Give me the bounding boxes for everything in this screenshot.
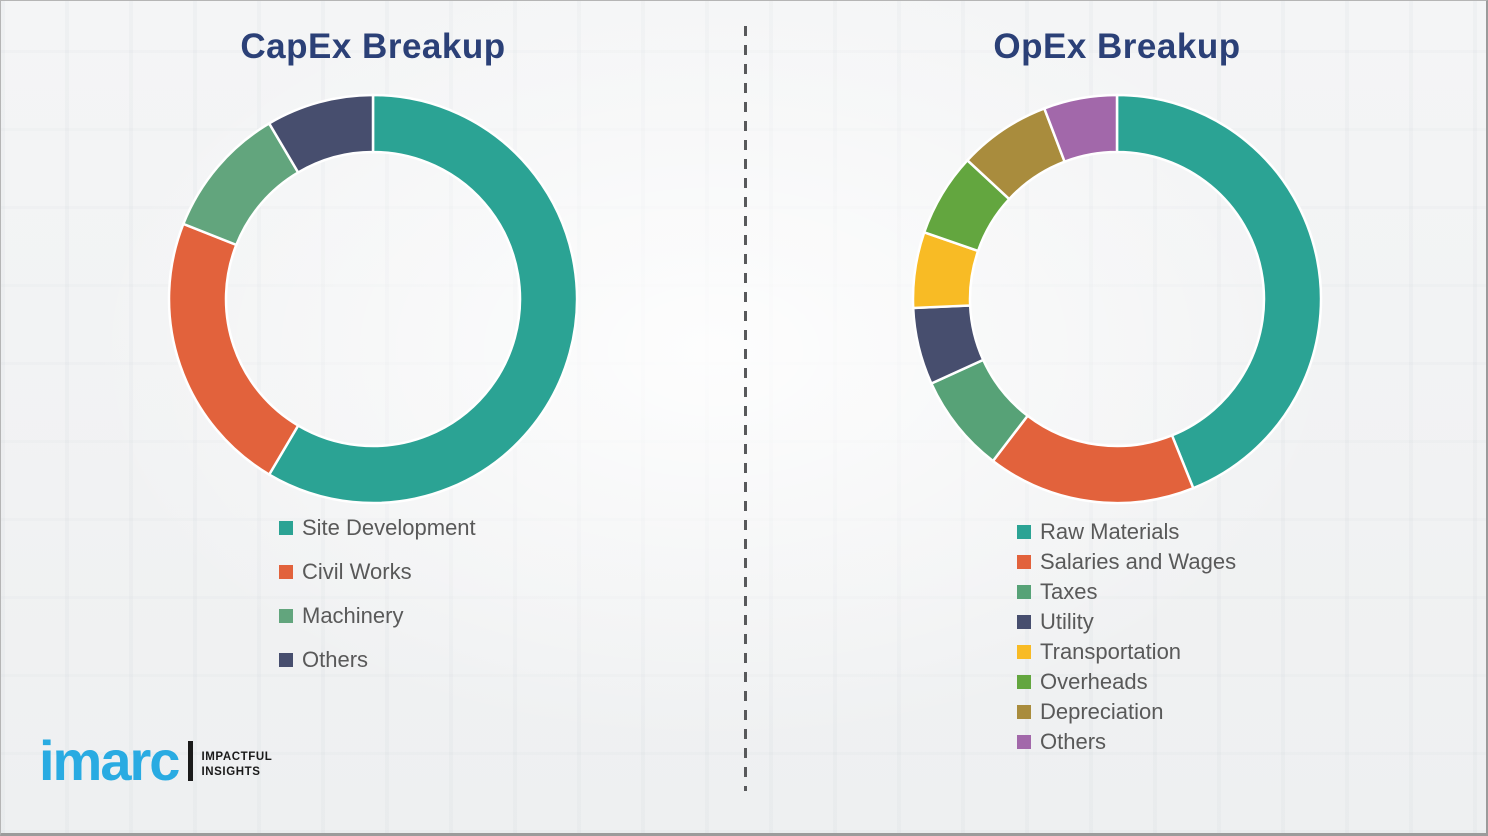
legend-swatch-transportation <box>1017 645 1031 659</box>
legend-item-others: Others <box>1017 728 1236 756</box>
imarc-brand-block: imarc IMPACTFUL INSIGHTS <box>39 729 272 792</box>
capex-chart-title: CapEx Breakup <box>240 27 506 66</box>
tagline-line-2: INSIGHTS <box>201 766 261 779</box>
opex-donut-chart <box>911 93 1323 505</box>
legend-label-others: Others <box>1040 729 1107 754</box>
legend-label-site-development: Site Development <box>302 515 476 540</box>
vertical-dashed-divider <box>744 26 747 791</box>
legend-swatch-raw-materials <box>1017 525 1031 539</box>
legend-item-transportation: Transportation <box>1017 638 1236 666</box>
legend-swatch-salaries-and-wages <box>1017 555 1031 569</box>
legend-label-overheads: Overheads <box>1040 669 1148 694</box>
capex-chart-panel: CapEx Breakup Site Development Civil Work… <box>1 1 745 833</box>
legend-label-machinery: Machinery <box>302 603 404 628</box>
legend-swatch-civil-works <box>279 565 293 579</box>
opex-chart-title: OpEx Breakup <box>993 27 1241 66</box>
legend-item-raw-materials: Raw Materials <box>1017 518 1236 546</box>
legend-label-depreciation: Depreciation <box>1040 699 1164 724</box>
capex-legend: Site Development Civil Works Machinery Othe… <box>279 514 476 674</box>
legend-swatch-overheads <box>1017 675 1031 689</box>
legend-label-utility: Utility <box>1040 609 1094 634</box>
legend-label-transportation: Transportation <box>1040 639 1182 664</box>
donut-segment-salaries-and-wages <box>991 413 1195 505</box>
tagline-line-1: IMPACTFUL <box>201 751 273 764</box>
legend-label-salaries-and-wages: Salaries and Wages <box>1040 549 1237 574</box>
legend-item-civil-works: Civil Works <box>279 558 476 586</box>
legend-swatch-taxes <box>1017 585 1031 599</box>
legend-item-overheads: Overheads <box>1017 668 1236 696</box>
legend-item-salaries-and-wages: Salaries and Wages <box>1017 548 1236 576</box>
logo-divider-bar <box>188 741 194 782</box>
legend-label-civil-works: Civil Works <box>302 559 412 584</box>
donut-segment-site-development <box>267 93 579 505</box>
legend-swatch-site-development <box>279 521 293 535</box>
imarc-logo: imarc <box>39 729 180 792</box>
donut-segment-raw-materials <box>1115 93 1323 490</box>
legend-label-others: Others <box>302 647 369 672</box>
legend-label-raw-materials: Raw Materials <box>1040 519 1180 544</box>
logo-tagline: IMPACTFUL INSIGHTS <box>201 750 272 785</box>
donut-segment-civil-works <box>167 222 300 477</box>
legend-swatch-others <box>279 653 293 667</box>
opex-legend: Raw Materials Salaries and Wages Taxes Util… <box>1017 518 1236 756</box>
donut-segment-others <box>1042 93 1119 164</box>
legend-item-taxes: Taxes <box>1017 578 1236 606</box>
legend-item-depreciation: Depreciation <box>1017 698 1236 726</box>
legend-swatch-others <box>1017 735 1031 749</box>
legend-item-machinery: Machinery <box>279 602 476 630</box>
donut-segment-others <box>267 93 375 175</box>
legend-item-others: Others <box>279 646 476 674</box>
legend-swatch-depreciation <box>1017 705 1031 719</box>
legend-label-taxes: Taxes <box>1040 579 1098 604</box>
capex-donut-chart <box>167 93 579 505</box>
legend-swatch-machinery <box>279 609 293 623</box>
legend-swatch-utility <box>1017 615 1031 629</box>
legend-item-utility: Utility <box>1017 608 1236 636</box>
opex-chart-panel: OpEx Breakup Raw Materials Salaries and W… <box>745 1 1486 833</box>
legend-item-site-development: Site Development <box>279 514 476 542</box>
